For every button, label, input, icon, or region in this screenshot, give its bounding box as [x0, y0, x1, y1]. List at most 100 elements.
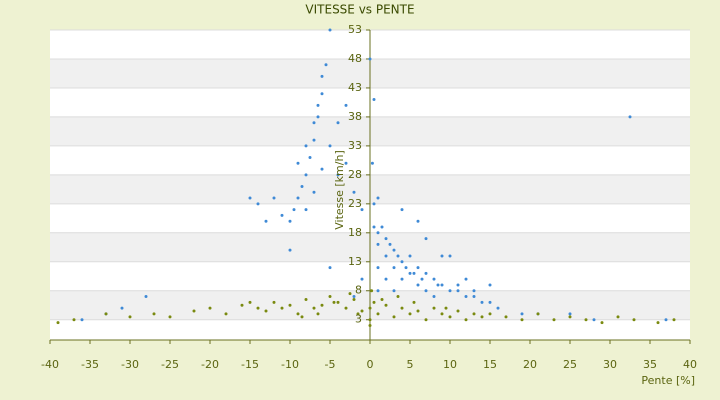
x-tick-label: -10	[281, 358, 299, 371]
point	[388, 242, 392, 246]
point	[372, 225, 376, 229]
point	[420, 277, 424, 281]
point	[472, 289, 476, 293]
point	[672, 318, 676, 322]
x-tick-label: 15	[483, 358, 497, 371]
point	[464, 277, 468, 281]
chart-title: VITESSE vs PENTE	[305, 3, 414, 17]
point	[400, 260, 404, 264]
point	[208, 306, 212, 310]
point	[316, 312, 320, 316]
x-tick-label: -40	[41, 358, 59, 371]
point	[376, 231, 380, 235]
y-tick-label: 38	[348, 110, 362, 123]
point	[632, 318, 636, 322]
point	[384, 254, 388, 258]
point	[504, 315, 508, 319]
point	[536, 312, 540, 316]
point	[416, 266, 420, 270]
x-tick-label: 20	[523, 358, 537, 371]
point	[272, 300, 276, 304]
point	[288, 219, 292, 223]
point	[152, 312, 156, 316]
point	[328, 28, 332, 32]
point	[300, 184, 304, 188]
point	[368, 318, 372, 322]
point	[380, 297, 384, 301]
point	[296, 161, 300, 165]
point	[372, 300, 376, 304]
y-tick-label: 3	[355, 313, 362, 326]
point	[448, 254, 452, 258]
point	[360, 277, 364, 281]
x-tick-label: 0	[367, 358, 374, 371]
point	[316, 103, 320, 107]
y-axis-title: Vitesse [km/h]	[333, 150, 346, 230]
point	[104, 312, 108, 316]
point	[384, 237, 388, 241]
point	[370, 289, 374, 293]
point	[376, 196, 380, 200]
point	[312, 138, 316, 142]
point	[356, 312, 360, 316]
point	[348, 292, 352, 296]
point	[396, 254, 400, 258]
point	[56, 321, 60, 325]
point	[336, 121, 340, 125]
point	[312, 190, 316, 194]
point	[432, 295, 436, 299]
point	[300, 315, 304, 319]
point	[372, 202, 376, 206]
x-tick-label: 30	[603, 358, 617, 371]
point	[416, 283, 420, 287]
x-tick-label: 5	[407, 358, 414, 371]
point	[272, 196, 276, 200]
point	[440, 254, 444, 258]
point	[296, 312, 300, 316]
point	[392, 315, 396, 319]
point	[296, 196, 300, 200]
point	[312, 306, 316, 310]
x-tick-label: 40	[683, 358, 697, 371]
point	[472, 312, 476, 316]
point	[256, 306, 260, 310]
point	[324, 63, 328, 67]
point	[304, 208, 308, 212]
point	[440, 312, 444, 316]
point	[380, 225, 384, 229]
point	[320, 74, 324, 78]
y-tick-label: 8	[355, 284, 362, 297]
point	[224, 312, 228, 316]
point	[424, 318, 428, 322]
point	[304, 297, 308, 301]
y-tick-label: 33	[348, 139, 362, 152]
point	[308, 155, 312, 159]
point	[316, 115, 320, 119]
point	[80, 318, 84, 322]
point	[432, 306, 436, 310]
point	[248, 196, 252, 200]
point	[448, 289, 452, 293]
point	[368, 324, 372, 328]
point	[256, 202, 260, 206]
point	[328, 266, 332, 270]
point	[360, 208, 364, 212]
point	[320, 92, 324, 96]
point	[416, 219, 420, 223]
point	[456, 289, 460, 293]
x-tick-label: -30	[121, 358, 139, 371]
point	[408, 312, 412, 316]
point	[584, 318, 588, 322]
point	[336, 300, 340, 304]
point	[304, 173, 308, 177]
point	[392, 266, 396, 270]
point	[488, 312, 492, 316]
point	[424, 289, 428, 293]
point	[400, 306, 404, 310]
point	[192, 309, 196, 313]
point	[360, 309, 364, 313]
point	[72, 318, 76, 322]
point	[424, 237, 428, 241]
point	[432, 277, 436, 281]
point	[568, 312, 572, 316]
